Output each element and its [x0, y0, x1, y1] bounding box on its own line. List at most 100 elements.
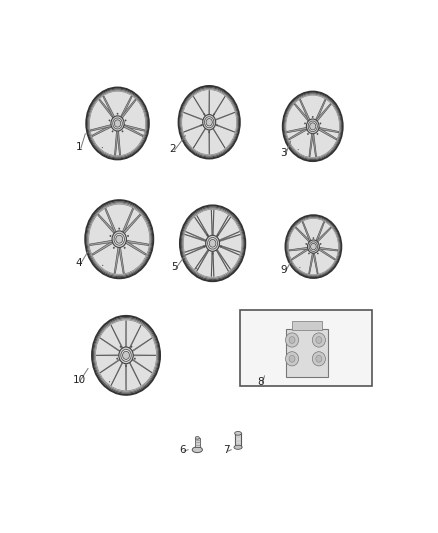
- Polygon shape: [126, 362, 127, 390]
- Polygon shape: [118, 245, 124, 273]
- Polygon shape: [184, 124, 205, 132]
- Ellipse shape: [286, 352, 299, 366]
- Polygon shape: [317, 127, 337, 140]
- Ellipse shape: [217, 235, 218, 236]
- Ellipse shape: [116, 235, 123, 243]
- Ellipse shape: [310, 123, 316, 130]
- Polygon shape: [111, 361, 124, 385]
- Polygon shape: [214, 112, 235, 121]
- Polygon shape: [114, 245, 120, 273]
- Ellipse shape: [201, 125, 202, 126]
- Ellipse shape: [286, 215, 341, 278]
- Ellipse shape: [316, 356, 322, 362]
- Polygon shape: [103, 96, 116, 119]
- Ellipse shape: [195, 437, 199, 439]
- Polygon shape: [120, 99, 136, 119]
- Ellipse shape: [110, 235, 111, 237]
- Ellipse shape: [126, 366, 127, 367]
- Polygon shape: [186, 245, 208, 255]
- Polygon shape: [211, 250, 213, 277]
- Ellipse shape: [204, 246, 205, 247]
- Ellipse shape: [119, 347, 133, 364]
- Polygon shape: [216, 217, 231, 239]
- Ellipse shape: [308, 253, 309, 254]
- Polygon shape: [105, 208, 117, 235]
- Polygon shape: [197, 215, 210, 238]
- Polygon shape: [302, 222, 311, 243]
- Ellipse shape: [180, 206, 245, 281]
- Polygon shape: [212, 250, 214, 277]
- Ellipse shape: [120, 346, 121, 348]
- Polygon shape: [126, 321, 127, 349]
- Polygon shape: [131, 338, 152, 352]
- Polygon shape: [315, 99, 326, 123]
- Ellipse shape: [312, 116, 313, 117]
- Ellipse shape: [88, 204, 150, 274]
- Ellipse shape: [134, 358, 135, 359]
- Ellipse shape: [289, 356, 295, 362]
- Ellipse shape: [181, 207, 244, 280]
- Ellipse shape: [312, 333, 325, 347]
- Ellipse shape: [180, 87, 239, 157]
- Polygon shape: [294, 103, 311, 123]
- Text: 8: 8: [258, 377, 264, 387]
- Polygon shape: [100, 358, 121, 373]
- Ellipse shape: [181, 88, 237, 156]
- Polygon shape: [111, 325, 124, 350]
- Polygon shape: [315, 103, 331, 123]
- Ellipse shape: [312, 352, 325, 366]
- Ellipse shape: [121, 349, 131, 361]
- Ellipse shape: [124, 247, 125, 248]
- Ellipse shape: [114, 120, 121, 127]
- Ellipse shape: [109, 120, 110, 121]
- Ellipse shape: [131, 346, 132, 348]
- Ellipse shape: [203, 115, 215, 130]
- Polygon shape: [309, 132, 314, 157]
- Ellipse shape: [317, 133, 318, 134]
- Polygon shape: [317, 247, 338, 251]
- Polygon shape: [124, 240, 146, 255]
- Polygon shape: [121, 214, 141, 235]
- Polygon shape: [315, 222, 325, 243]
- Ellipse shape: [284, 93, 341, 159]
- Ellipse shape: [307, 133, 308, 134]
- Ellipse shape: [311, 244, 316, 250]
- Text: 6: 6: [179, 445, 186, 455]
- Ellipse shape: [208, 238, 218, 249]
- Polygon shape: [215, 215, 229, 238]
- Ellipse shape: [234, 445, 242, 449]
- Polygon shape: [292, 247, 310, 260]
- Ellipse shape: [88, 203, 151, 276]
- Polygon shape: [317, 127, 339, 133]
- Polygon shape: [211, 210, 213, 237]
- Text: 7: 7: [223, 445, 230, 455]
- Polygon shape: [186, 231, 208, 241]
- Ellipse shape: [220, 246, 222, 247]
- Polygon shape: [114, 129, 118, 155]
- Ellipse shape: [117, 113, 118, 114]
- Ellipse shape: [285, 94, 340, 159]
- Ellipse shape: [313, 238, 314, 239]
- Polygon shape: [122, 124, 145, 131]
- Bar: [292, 321, 322, 330]
- Ellipse shape: [86, 87, 149, 159]
- Polygon shape: [197, 248, 210, 271]
- Bar: [286, 329, 328, 377]
- Ellipse shape: [306, 244, 307, 245]
- Ellipse shape: [205, 117, 214, 128]
- Polygon shape: [92, 124, 113, 136]
- Ellipse shape: [112, 231, 127, 247]
- Polygon shape: [100, 338, 121, 352]
- Polygon shape: [193, 127, 206, 148]
- Ellipse shape: [308, 121, 317, 132]
- Ellipse shape: [85, 200, 153, 278]
- Bar: [235, 433, 241, 447]
- Ellipse shape: [117, 358, 118, 359]
- Ellipse shape: [113, 118, 122, 129]
- Polygon shape: [289, 127, 309, 140]
- Text: 5: 5: [171, 262, 177, 272]
- Ellipse shape: [111, 116, 124, 131]
- Polygon shape: [193, 96, 206, 117]
- Ellipse shape: [95, 319, 158, 392]
- Ellipse shape: [95, 320, 157, 391]
